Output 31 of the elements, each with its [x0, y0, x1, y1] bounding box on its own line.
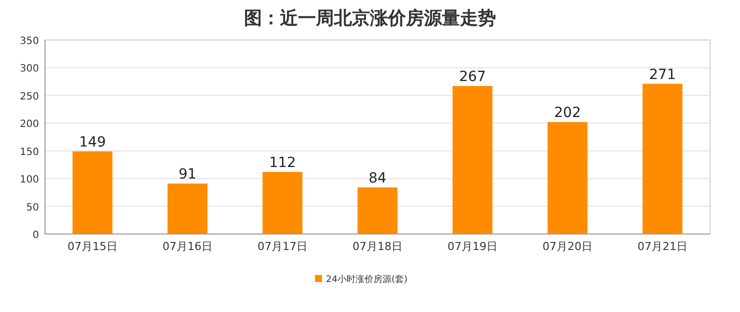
legend-label: 24小时涨价房源(套): [326, 274, 408, 285]
y-tick-label: 350: [20, 36, 39, 47]
data-label: 267: [459, 69, 486, 86]
x-tick-label: 07月16日: [162, 240, 212, 253]
x-tick-label: 07月19日: [448, 240, 498, 253]
chart-title: 图：近一周北京涨价房源量走势: [244, 8, 496, 29]
bar: [452, 86, 492, 234]
y-tick-label: 100: [20, 174, 39, 186]
bar: [72, 151, 112, 234]
y-tick-label: 200: [20, 119, 39, 130]
data-label: 112: [269, 154, 296, 171]
x-tick-label: 07月17日: [258, 240, 308, 253]
bar: [168, 184, 208, 234]
y-tick-label: 300: [20, 64, 39, 75]
y-tick-label: 0: [32, 230, 39, 241]
data-label: 84: [368, 170, 386, 186]
y-tick-label: 50: [26, 202, 39, 214]
bar: [262, 172, 302, 234]
x-tick-label: 07月21日: [638, 240, 688, 253]
data-label: 271: [649, 66, 676, 83]
x-tick-label: 07月18日: [352, 240, 402, 253]
x-tick-label: 07月15日: [68, 240, 118, 253]
y-tick-label: 250: [20, 91, 39, 102]
y-tick-label: 150: [20, 146, 39, 158]
x-tick-label: 07月20日: [542, 240, 592, 253]
data-label: 91: [178, 166, 196, 183]
bar: [358, 187, 398, 234]
bar: [642, 84, 682, 234]
data-label: 149: [79, 134, 106, 150]
data-label: 202: [554, 105, 581, 122]
bar: [548, 122, 588, 234]
